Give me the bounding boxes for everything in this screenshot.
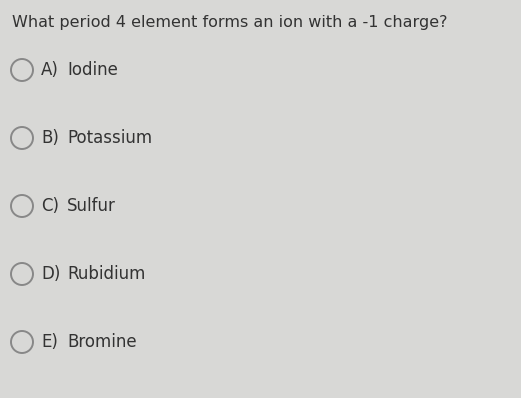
Text: Potassium: Potassium bbox=[67, 129, 152, 147]
Text: D): D) bbox=[41, 265, 60, 283]
Text: Rubidium: Rubidium bbox=[67, 265, 145, 283]
Text: What period 4 element forms an ion with a -1 charge?: What period 4 element forms an ion with … bbox=[12, 15, 448, 30]
Text: B): B) bbox=[41, 129, 59, 147]
Text: A): A) bbox=[41, 61, 59, 79]
Text: Bromine: Bromine bbox=[67, 333, 137, 351]
Text: C): C) bbox=[41, 197, 59, 215]
Text: Sulfur: Sulfur bbox=[67, 197, 116, 215]
Text: E): E) bbox=[41, 333, 58, 351]
Text: Iodine: Iodine bbox=[67, 61, 118, 79]
